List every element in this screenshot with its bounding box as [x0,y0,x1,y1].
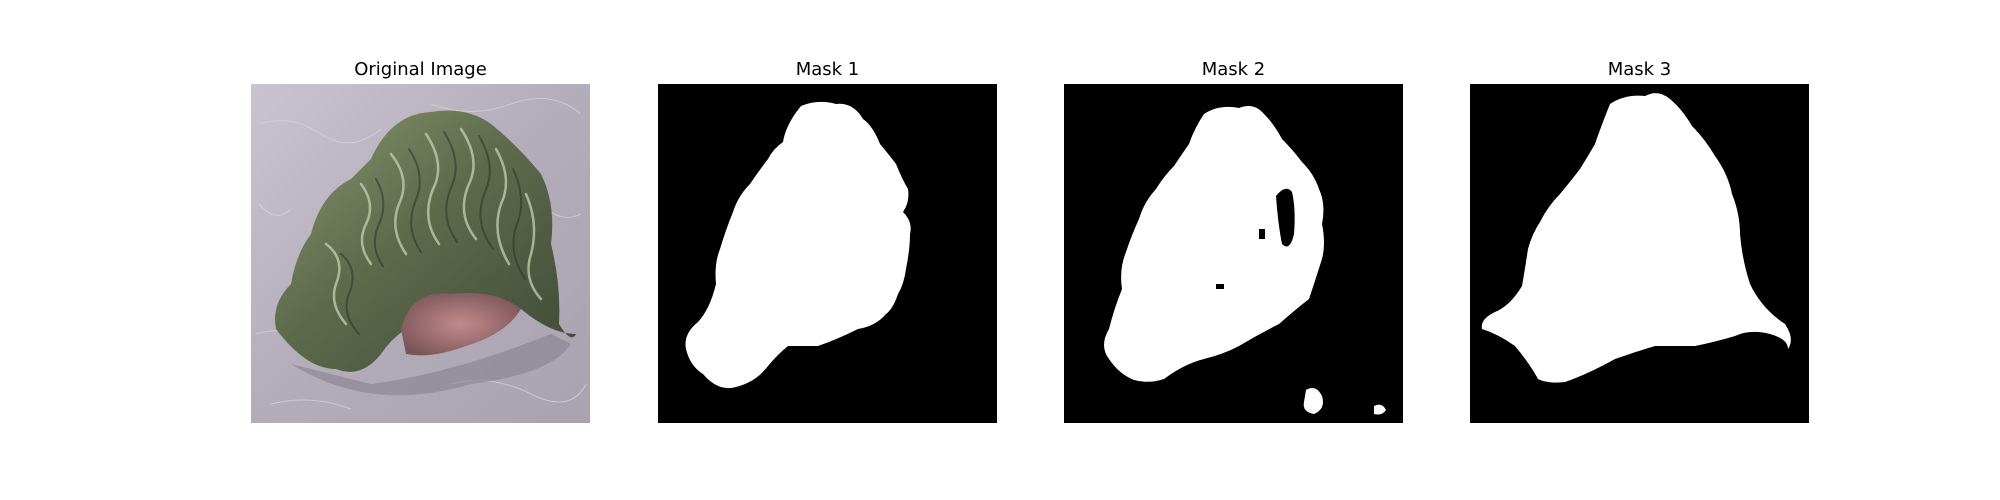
mask-2-speck [1374,404,1386,415]
mask-2-hole [1259,229,1265,239]
panel-title: Mask 3 [1607,59,1672,80]
mask-2-speck [1303,388,1323,414]
leaf-underside [401,293,521,356]
mask-2-hole [1276,188,1295,247]
mask-1-image [658,84,997,423]
mask-1-region [685,101,911,389]
panel-mask-2: Mask 2 [1064,58,1403,423]
panel-title: Mask 1 [795,59,860,80]
panel-title: Original Image [354,59,487,80]
mask-3-image [1470,84,1809,423]
panel-original-image: Original Image [251,58,590,423]
panel-mask-1: Mask 1 [658,58,997,423]
mask-3-region [1481,93,1791,383]
original-image [251,84,590,423]
mask-2-image [1064,84,1403,423]
mask-2-region [1104,106,1324,382]
panel-mask-3: Mask 3 [1470,58,1809,423]
mask-2-hole [1216,284,1224,289]
panel-title: Mask 2 [1201,59,1266,80]
